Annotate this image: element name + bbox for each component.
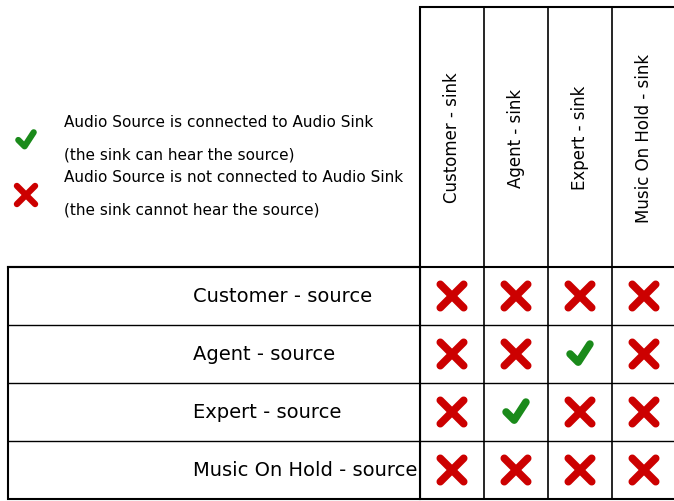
Text: (the sink can hear the source): (the sink can hear the source) — [64, 148, 295, 163]
Bar — [420, 8, 674, 499]
Text: Audio Source is not connected to Audio Sink: Audio Source is not connected to Audio S… — [64, 170, 403, 185]
Text: Agent - sink: Agent - sink — [507, 88, 525, 187]
Text: Customer - source: Customer - source — [193, 287, 373, 306]
Text: Music On Hold - source: Music On Hold - source — [193, 460, 418, 479]
Text: Expert - sink: Expert - sink — [571, 86, 589, 190]
Text: Expert - source: Expert - source — [193, 403, 342, 422]
Text: Music On Hold - sink: Music On Hold - sink — [635, 53, 653, 222]
Text: Audio Source is connected to Audio Sink: Audio Source is connected to Audio Sink — [64, 115, 373, 130]
Text: Agent - source: Agent - source — [193, 345, 336, 364]
Text: (the sink cannot hear the source): (the sink cannot hear the source) — [64, 202, 319, 217]
Text: Customer - sink: Customer - sink — [443, 73, 461, 203]
Bar — [8, 268, 420, 499]
